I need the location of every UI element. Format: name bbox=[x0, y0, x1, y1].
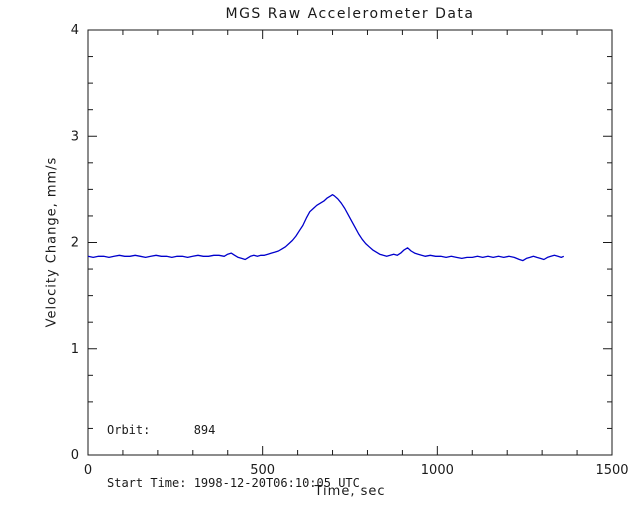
annotation-start-time: Start Time: 1998-12-20T06:10:05 UTC bbox=[107, 475, 360, 490]
y-tick-label: 1 bbox=[71, 342, 79, 357]
annotation-block: Orbit: 894 Start Time: 1998-12-20T06:10:… bbox=[107, 387, 360, 512]
data-line bbox=[87, 194, 565, 262]
y-tick-label: 2 bbox=[71, 236, 79, 251]
chart-title: MGS Raw Accelerometer Data bbox=[225, 6, 475, 22]
y-axis-label: Velocity Change, mm/s bbox=[44, 156, 60, 328]
x-tick-label: 0 bbox=[84, 463, 92, 478]
y-tick-label: 0 bbox=[71, 448, 79, 463]
x-tick-label: 500 bbox=[250, 463, 275, 478]
y-tick-label: 3 bbox=[71, 129, 79, 144]
x-tick-label: 1000 bbox=[421, 463, 454, 478]
y-tick-label: 4 bbox=[71, 23, 79, 38]
x-axis-label: Time, sec bbox=[314, 484, 386, 499]
x-tick-label: 1500 bbox=[595, 463, 628, 478]
annotation-orbit: Orbit: 894 bbox=[107, 423, 216, 437]
